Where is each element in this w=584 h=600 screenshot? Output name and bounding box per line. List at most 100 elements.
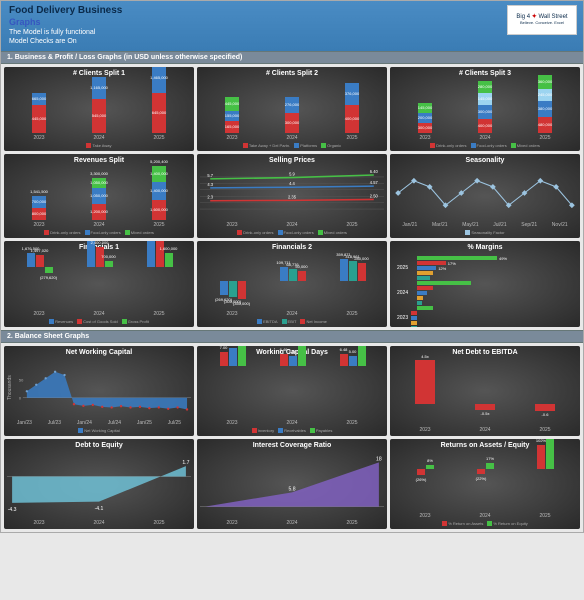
x-tick: 2023 [33, 222, 44, 228]
plot: 7.009.6211.826.465.2616.246.485.0016.25 [200, 358, 384, 418]
svg-text:2.3: 2.3 [207, 195, 213, 200]
hbar-year: 2024 [397, 290, 415, 296]
svg-text:2.35: 2.35 [288, 194, 297, 199]
chart-debt-equity: Debt to Equity-4.3-4.11.7202320242025 [4, 439, 194, 529]
legend-item: Mixed orders [511, 143, 540, 148]
bar-total-label: 3,300,000 [90, 171, 108, 176]
x-tick: May/21 [462, 222, 478, 228]
page: Food Delivery Business Graphs The Model … [0, 0, 584, 533]
x-tick: Jan/23 [17, 420, 32, 426]
bar: 11.82 [238, 346, 246, 366]
x-axis: 202320242025 [393, 427, 577, 433]
bar: (22%) [477, 469, 485, 474]
x-tick: 2024 [286, 520, 297, 526]
svg-text:18: 18 [376, 456, 382, 462]
hbar-fill [417, 306, 433, 310]
bar-label: 4.5x [421, 354, 429, 359]
svg-text:4.57: 4.57 [370, 180, 379, 185]
x-tick: 2025 [346, 311, 357, 317]
bar-stack: 1,541,500800,000700,000 [32, 196, 46, 220]
bar-label: 5.26 [289, 349, 297, 354]
svg-text:6.40: 6.40 [370, 169, 379, 174]
bar: (300,000) [229, 281, 237, 297]
svg-text:-4.1: -4.1 [95, 506, 104, 512]
legend: RevenuesCost of Goods SoldGross Profit [7, 319, 191, 324]
legend-item: Drink-only orders [430, 143, 466, 148]
hbar-fill [417, 296, 423, 300]
legend-swatch [278, 230, 283, 235]
hbar-fill [411, 326, 417, 327]
svg-text:5.8: 5.8 [288, 486, 295, 492]
bar-stack: 645,0001,465,000 [152, 67, 166, 133]
bar-slot: 11.82 [237, 360, 246, 410]
bar: 9.62 [229, 348, 237, 366]
bar: 5.26 [289, 356, 297, 366]
bar-stack: 165,000155,000445,000 [225, 97, 239, 133]
plot: (269,620)(300,000)(350,000)109,71168,776… [200, 253, 384, 309]
hbar-fill [411, 311, 417, 315]
bar-label: 50,000 [295, 264, 307, 269]
bar: 8% [426, 465, 434, 469]
area-svg: 5.8 18 [200, 451, 384, 518]
x-axis: 202320242025 [200, 135, 384, 141]
bar: 280,000 [358, 263, 366, 281]
bar-stack: 480,000380,000245,000360,000 [538, 75, 552, 133]
bar: 1,497,020 [36, 255, 44, 267]
hbar [417, 271, 573, 275]
bar-segment: 445,000 [225, 97, 239, 111]
x-axis: Jan/21Mar/21May/21Jul/21Sep/21Nov/21 [393, 222, 577, 228]
bar [535, 404, 555, 411]
x-tick: 2025 [539, 513, 550, 519]
hbar-fill [417, 261, 446, 265]
subtitle-1: The Model is fully functional [9, 29, 575, 36]
plot: 4.5x-0.5x-0.6 [393, 358, 577, 425]
bar-segment: 1,465,000 [152, 67, 166, 93]
bar-slot: 359,871 [339, 255, 348, 305]
x-tick: Jul/21 [493, 222, 506, 228]
bar: (269,620) [220, 281, 228, 295]
bar-segment: 1,600,000 [152, 200, 166, 220]
chart-net-debt-ebitda: Net Debt to EBITDA4.5x-0.5x-0.6202320242… [390, 346, 580, 436]
legend: Drink-only ordersFood-only ordersMixed o… [200, 230, 384, 235]
bar-segment: 300,000 [478, 105, 492, 119]
bar-segment: 300,000 [285, 113, 299, 133]
chart-title: % Margins [393, 244, 577, 251]
bar [475, 404, 495, 410]
grid-2: Net Working CapitalThousands500Jan/23Jul… [1, 343, 583, 532]
legend-swatch [85, 230, 90, 235]
plot: 1,541,500800,000700,0003,300,0001,200,00… [7, 166, 191, 220]
bar-segment: 245,000 [538, 89, 552, 101]
plot: 1,676,5001,497,020(279,620)3,118,6172,40… [7, 253, 191, 309]
legend-swatch [77, 319, 82, 324]
x-tick: 2023 [419, 513, 430, 519]
chart-clients-split-2: # Clients Split 2165,000155,000445,00030… [197, 67, 387, 151]
x-axis: 202320242025 [200, 420, 384, 426]
x-tick: Nov/21 [552, 222, 568, 228]
x-tick: 2024 [93, 135, 104, 141]
bar: 68,776 [289, 269, 297, 281]
bar-group: 3,118,6172,400,000700,000 [69, 255, 129, 305]
hbar-fill [417, 256, 497, 260]
bar-segment: 145,000 [478, 93, 492, 105]
chart-title: Seasonality [393, 157, 577, 164]
legend-item: Take Away + Del Partn. [243, 143, 290, 148]
hbar [417, 281, 573, 285]
chart-title: Financials 2 [200, 244, 384, 251]
bar-group: 5,395,7023,800,0001,600,000 [129, 255, 189, 305]
legend-item: % Return on Assets [442, 521, 483, 526]
hbar-label: 49% [499, 256, 507, 261]
bar: 700,000 [105, 261, 113, 267]
bar-slot: 318,961 [348, 255, 357, 305]
x-tick: 2025 [153, 311, 164, 317]
x-tick: 2025 [539, 135, 550, 141]
legend: Take Away [7, 143, 191, 148]
bar-group: (26%)8% [395, 453, 455, 503]
hbar: 49% [417, 256, 573, 260]
logo: Big 4 ✦ Wall Street Believe. Conceive. E… [507, 5, 577, 35]
svg-text:1.7: 1.7 [182, 460, 189, 466]
bar-segment: 1,400,000 [152, 182, 166, 200]
plot: 5.75.96.404.34.44.572.32.352.50 [200, 166, 384, 220]
x-tick: 2024 [93, 222, 104, 228]
chart-title: Net Working Capital [7, 349, 191, 356]
x-axis: Jan/23Jul/23Jan/24Jul/24Jan/25Jul/25 [7, 420, 191, 426]
